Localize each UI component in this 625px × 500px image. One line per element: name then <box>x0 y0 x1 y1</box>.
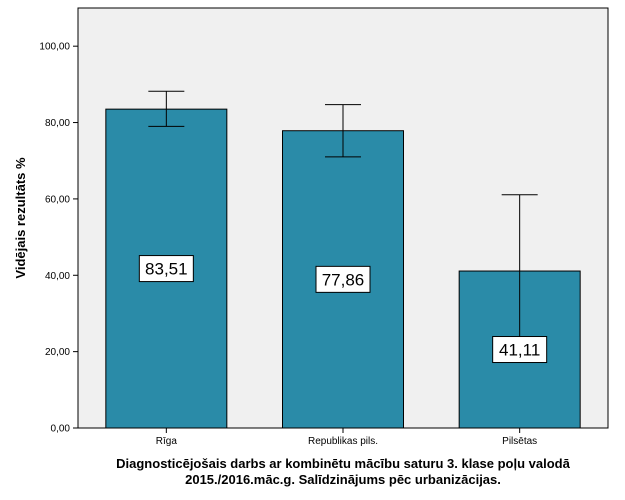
data-label-box <box>492 336 548 364</box>
y-tick-label: 20,00 <box>45 347 70 358</box>
x-tick-label: Pilsētas <box>502 436 537 447</box>
y-axis-label: Vidējais rezultāts % <box>13 157 28 279</box>
y-tick-label: 100,00 <box>39 42 70 53</box>
y-tick-label: 40,00 <box>45 271 70 282</box>
y-tick-label: 0,00 <box>51 424 71 435</box>
data-label-box <box>315 265 371 293</box>
data-label: 77,86 <box>322 270 365 289</box>
x-tick-label: Republikas pils. <box>308 436 378 447</box>
y-tick-label: 80,00 <box>45 118 70 129</box>
data-label: 83,51 <box>145 260 188 279</box>
data-label-box <box>138 255 194 283</box>
x-axis-label-line-1: Diagnosticējošais darbs ar kombinētu māc… <box>116 456 570 471</box>
x-axis-label-line-2: 2015./2016.māc.g. Salīdzinājums pēc urba… <box>185 472 501 487</box>
x-tick-label: Rīga <box>156 436 178 447</box>
data-label: 41,11 <box>499 341 540 360</box>
y-tick-label: 60,00 <box>45 194 70 205</box>
